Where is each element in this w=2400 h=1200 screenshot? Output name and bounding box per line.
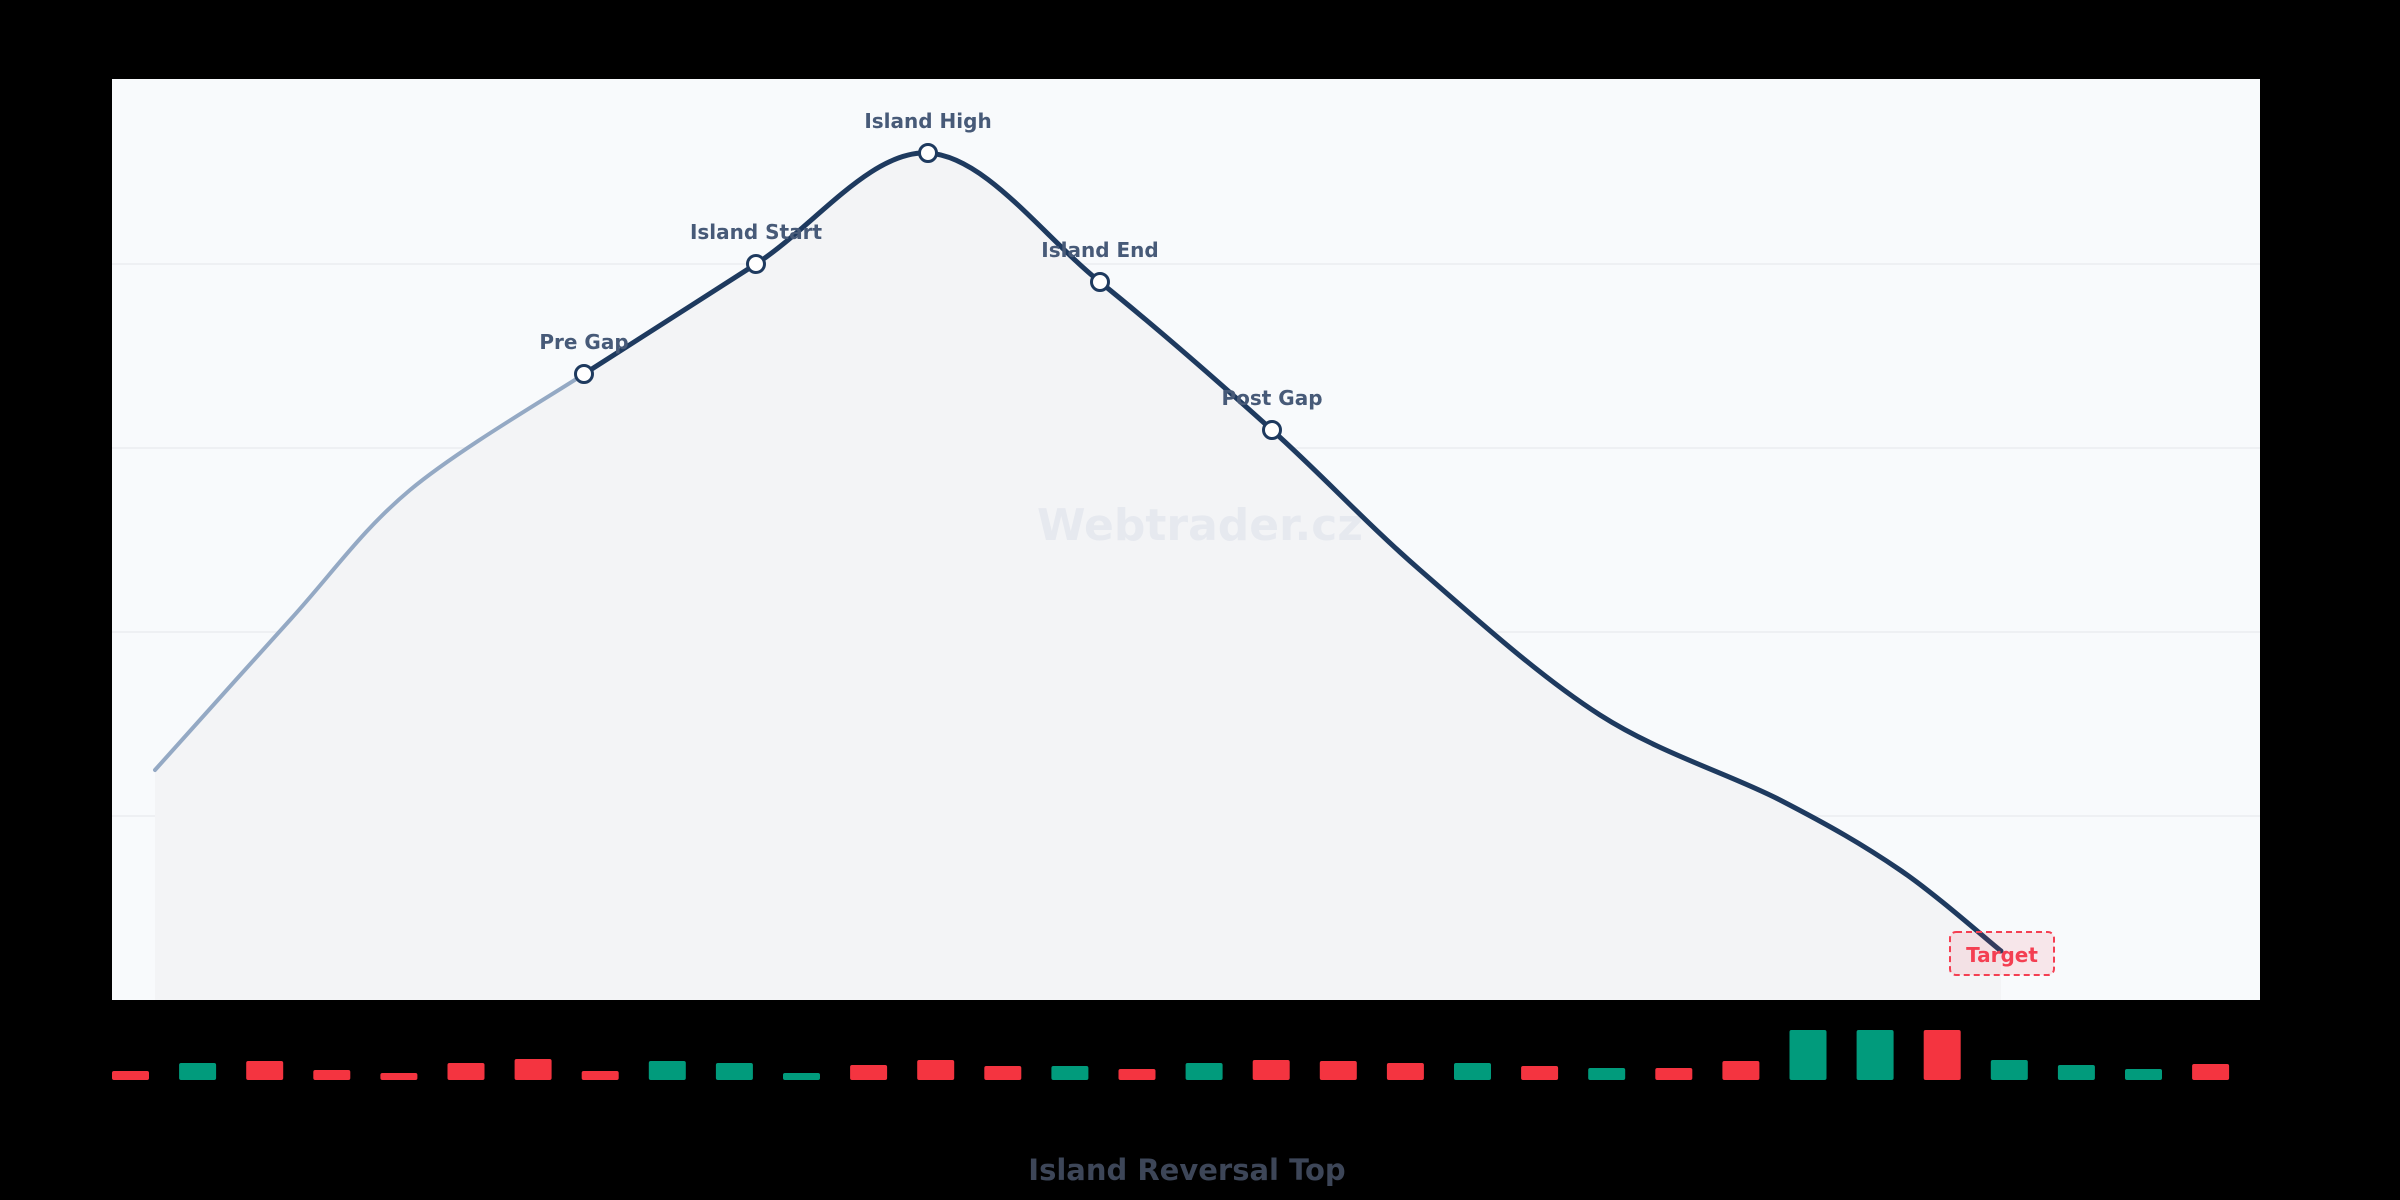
volume-bar [380,1073,418,1080]
price-area-fill [155,152,2001,1000]
annotation-label: Island Start [690,220,823,244]
annotation-marker [918,143,938,163]
volume-bar [313,1070,351,1080]
annotation-marker [1090,272,1110,292]
volume-bar [2057,1065,2095,1080]
volume-bar [1386,1063,1424,1080]
volume-bar [1655,1068,1693,1080]
volume-bar [179,1063,217,1080]
annotation-label: Island High [864,109,991,133]
volume-bar [1588,1068,1626,1080]
volume-bar [1319,1061,1357,1080]
volume-bar [917,1060,955,1080]
annotation-label: Post Gap [1221,386,1322,410]
annotation-marker [574,364,594,384]
volume-bar [850,1065,888,1080]
chart-title: Island Reversal Top [1028,1153,1345,1187]
volume-bar [2125,1069,2162,1080]
target-label: Target [1966,943,2038,967]
volume-bar [984,1066,1022,1080]
volume-bar [1856,1030,1894,1080]
volume-bar [1521,1066,1559,1080]
annotation-label: Pre Gap [539,330,628,354]
volume-bar [1185,1063,1223,1080]
annotations: Pre Gap Island Start Island High Island End… [539,109,1323,440]
volume-bar [581,1071,619,1080]
volume-bar [1789,1030,1827,1080]
volume-bar [1454,1063,1491,1080]
volume-bar [1051,1066,1089,1080]
watermark: Webtrader.cz [1037,500,1363,551]
volume-bar [1923,1030,1961,1080]
volume-bar [514,1059,552,1080]
volume-bar [112,1071,149,1080]
volume-bar [1118,1069,1156,1080]
annotation-label: Island End [1041,238,1158,262]
volume-bars [112,1030,2230,1080]
target-box [1949,931,2055,976]
volume-bar [1722,1061,1760,1080]
volume-bar [783,1073,820,1080]
volume-bar [1252,1060,1290,1080]
target-badge: Target [1949,931,2055,976]
price-line-lead-in [153,372,586,772]
volume-bar [2192,1064,2230,1080]
volume-bar [447,1063,485,1080]
annotation-marker [1262,420,1282,440]
volume-bar [246,1061,284,1080]
volume-bar [648,1061,686,1080]
price-line [581,150,2004,954]
volume-bar [715,1063,753,1080]
annotation-marker [746,254,766,274]
volume-bar [1990,1060,2028,1080]
